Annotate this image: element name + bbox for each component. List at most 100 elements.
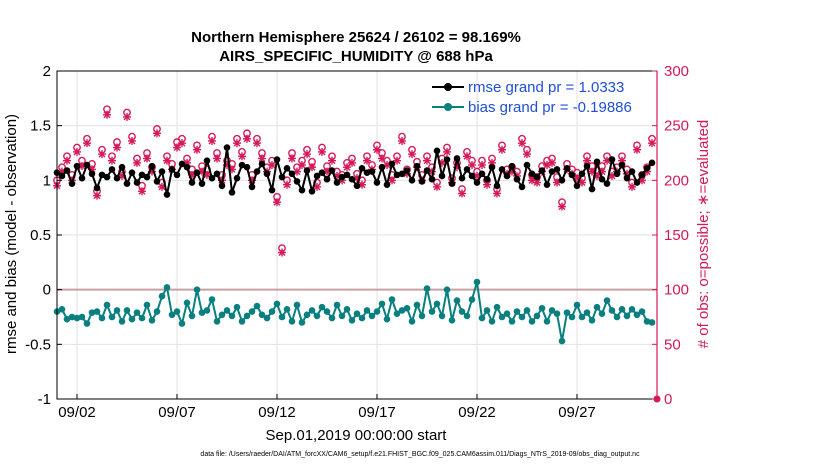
rmse-point	[288, 170, 296, 178]
asterisk-stroke	[238, 152, 246, 160]
bias-point	[418, 312, 426, 320]
bias-point	[298, 319, 306, 326]
obs-evaluated-marker	[523, 150, 531, 159]
bias-point	[248, 308, 256, 315]
rmse-point	[273, 156, 281, 163]
bias-point	[258, 311, 266, 319]
ticks: 09/02 09/07 09/12 09/17 09/22 09/27 -1 -0.5 0 0.5…	[25, 63, 689, 421]
bias-point	[223, 307, 231, 314]
obs-evaluated-marker	[363, 156, 371, 165]
bias-point	[283, 306, 291, 313]
bias-point	[178, 320, 186, 327]
obs-evaluated-marker	[288, 154, 296, 163]
obs-evaluated-marker	[463, 152, 471, 161]
bias-point	[118, 318, 126, 325]
bias-point	[598, 310, 606, 318]
obs-evaluated-marker	[213, 154, 221, 163]
bias-point	[408, 318, 416, 325]
bias-point	[363, 307, 371, 314]
rmse-point	[123, 180, 131, 187]
rmse-point	[498, 166, 506, 173]
y-right-tick-label: 200	[664, 172, 689, 189]
rmse-point	[183, 163, 191, 171]
x-tick-label: 09/12	[258, 404, 296, 421]
rmse-point	[418, 178, 426, 185]
rmse-point	[83, 161, 91, 169]
bias-point	[343, 306, 351, 313]
bias-point	[553, 310, 561, 318]
bias-point	[83, 320, 91, 327]
bias-point	[448, 316, 456, 324]
bias-point	[433, 300, 441, 308]
bias-point	[453, 297, 461, 304]
obs-evaluated-marker	[63, 156, 71, 165]
obs-evaluated-marker	[238, 152, 246, 161]
rmse-point	[623, 174, 631, 182]
y-left-tick-label: 0	[43, 282, 51, 299]
asterisk-stroke	[108, 157, 116, 165]
asterisk-stroke	[628, 183, 636, 191]
y-axis-label-left: rmse and bias (model - observation)	[3, 114, 20, 354]
rmse-point	[78, 174, 86, 182]
rmse-point	[648, 159, 656, 167]
bias-point	[398, 307, 406, 314]
rmse-point	[583, 162, 591, 170]
rmse-point	[578, 170, 586, 178]
chart-title: Northern Hemisphere 25624 / 26102 = 98.1…	[191, 29, 521, 46]
obs-evaluated-marker	[113, 143, 121, 152]
bias-point	[238, 318, 246, 325]
obs-evaluated-marker	[153, 129, 161, 138]
rmse-point	[593, 158, 601, 166]
rmse-point	[128, 169, 136, 176]
obs-evaluated-marker	[233, 139, 241, 148]
rmse-point	[113, 174, 121, 182]
y-left-tick-label: 0.5	[30, 227, 51, 244]
rmse-point	[323, 175, 331, 183]
asterisk-stroke	[378, 154, 386, 162]
rmse-point	[188, 179, 196, 186]
bias-point	[113, 307, 121, 314]
asterisk-stroke	[458, 189, 466, 197]
rmse-point	[233, 174, 241, 182]
rmse-point	[643, 165, 651, 172]
asterisk-stroke	[283, 181, 291, 189]
x-tick-label: 09/22	[458, 404, 496, 421]
obs-evaluated-marker	[458, 189, 466, 198]
rmse-point	[228, 189, 236, 196]
bias-point	[323, 308, 331, 315]
rmse-point	[88, 170, 96, 178]
bias-point	[628, 306, 636, 313]
asterisk-stroke	[163, 157, 171, 165]
bias-point	[328, 314, 336, 322]
rmse-point	[203, 157, 211, 164]
rmse-point	[368, 168, 376, 175]
bias-point	[293, 301, 301, 309]
bias-point	[198, 309, 206, 316]
bias-point	[563, 309, 571, 316]
asterisk-stroke	[548, 159, 556, 167]
bias-point	[478, 314, 486, 322]
bias-point	[588, 316, 596, 324]
asterisk-stroke	[278, 248, 286, 256]
obs-evaluated-marker	[163, 156, 171, 165]
rmse-point	[513, 175, 521, 183]
obs-evaluated-marker	[268, 161, 276, 170]
rmse-point	[393, 171, 401, 179]
asterisk-stroke	[93, 192, 101, 200]
asterisk-stroke	[103, 111, 111, 119]
obs-evaluated-marker	[283, 180, 291, 189]
asterisk-stroke	[203, 171, 211, 179]
asterisk-stroke	[143, 154, 151, 162]
asterisk-stroke	[463, 152, 471, 160]
x-tick-label: 09/07	[158, 404, 196, 421]
obs-evaluated-marker	[478, 161, 486, 170]
obs-evaluated-marker	[468, 161, 476, 170]
rmse-point	[348, 175, 356, 183]
obs-evaluated-marker	[98, 150, 106, 159]
asterisk-stroke	[498, 146, 506, 154]
rmse-point	[303, 167, 311, 174]
asterisk-stroke	[423, 157, 431, 165]
bias-point	[538, 304, 546, 312]
asterisk-stroke	[298, 161, 306, 169]
